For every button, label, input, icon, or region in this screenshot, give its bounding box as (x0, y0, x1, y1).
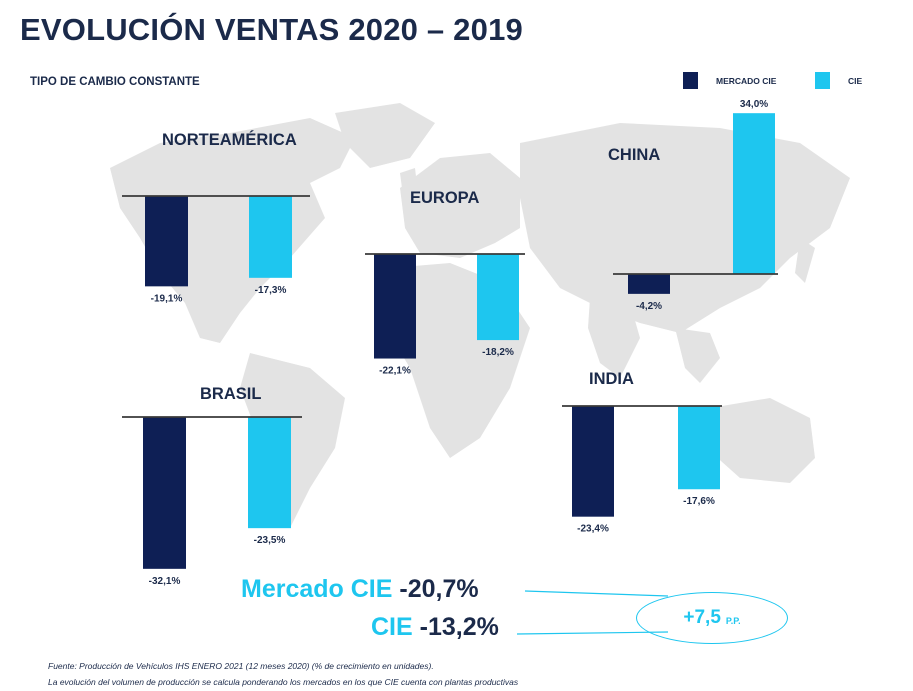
map-uk (400, 168, 418, 196)
bar-india-mercado-cie (572, 406, 614, 517)
chart-norteamerica: -19,1% -17,3% (122, 195, 310, 304)
bar-norteamerica-mercado-cie (145, 196, 188, 287)
map-australia (710, 398, 815, 483)
region-label-india: INDIA (589, 370, 634, 388)
bar-europa-cie (477, 254, 519, 341)
region-label-europa: EUROPA (410, 189, 480, 207)
map-south-america (240, 353, 345, 528)
bar-brasil-cie (248, 417, 291, 529)
map-japan (795, 238, 815, 283)
chart-china: -4,2% 34,0% (613, 99, 778, 312)
data-label-brasil-cie: -23,5% (254, 535, 286, 546)
chart-india: -23,4% -17,6% (562, 405, 722, 535)
region-label-brasil: BRASIL (200, 385, 262, 403)
bar-brasil-mercado-cie (143, 417, 186, 569)
bar-china-mercado-cie (628, 274, 670, 294)
legend-item-cie: CIE (815, 72, 862, 89)
summary-cie: CIE -13,2% (371, 613, 499, 642)
difference-unit: P.P. (725, 616, 741, 626)
data-label-europa-mercado-cie: -22,1% (379, 366, 411, 377)
summary-market-value: -20,7% (399, 575, 479, 603)
legend-swatch-mercado-cie (683, 72, 698, 89)
chart-europa: -22,1% -18,2% (365, 253, 525, 377)
data-label-china-mercado-cie: -4,2% (636, 301, 662, 312)
map-southeast-asia (675, 328, 720, 383)
data-label-norteamerica-cie: -17,3% (255, 285, 287, 296)
legend-swatch-cie (815, 72, 830, 89)
map-europe (400, 153, 520, 258)
data-label-india-cie: -17,6% (683, 496, 715, 507)
summary-cie-label: CIE (371, 613, 413, 641)
legend-label-cie: CIE (848, 75, 863, 86)
summary-market: Mercado CIE -20,7% (241, 575, 479, 604)
legend-label-mercado-cie: MERCADO CIE (716, 75, 777, 86)
map-north-america (110, 118, 355, 343)
region-label-china: CHINA (608, 146, 661, 164)
summary-market-label: Mercado CIE (241, 575, 393, 603)
data-label-norteamerica-mercado-cie: -19,1% (151, 293, 183, 304)
bar-china-cie (733, 113, 775, 275)
bar-india-cie (678, 406, 720, 490)
bar-norteamerica-cie (249, 196, 292, 278)
summary-cie-value: -13,2% (419, 613, 499, 641)
difference-value: +7,5 (683, 607, 721, 628)
map-greenland (335, 103, 435, 168)
page-title: EVOLUCIÓN VENTAS 2020 – 2019 (20, 12, 523, 47)
footnote-note: La evolución del volumen de producción s… (48, 677, 519, 687)
data-label-brasil-mercado-cie: -32,1% (149, 576, 181, 587)
map-india-region (588, 298, 640, 378)
data-label-india-mercado-cie: -23,4% (577, 524, 609, 535)
page-subtitle: TIPO DE CAMBIO CONSTANTE (30, 76, 200, 88)
footnote-source: Fuente: Producción de Vehículos IHS ENER… (48, 661, 434, 671)
legend-item-mercado-cie: MERCADO CIE (683, 72, 776, 89)
region-label-norteamerica: NORTEAMÉRICA (162, 131, 297, 149)
data-label-china-cie: 34,0% (740, 99, 768, 110)
difference-bubble: +7,5 P.P. (636, 592, 788, 644)
chart-brasil: -32,1% -23,5% (122, 416, 302, 587)
bar-europa-mercado-cie (374, 254, 416, 359)
data-label-europa-cie: -18,2% (482, 347, 514, 358)
